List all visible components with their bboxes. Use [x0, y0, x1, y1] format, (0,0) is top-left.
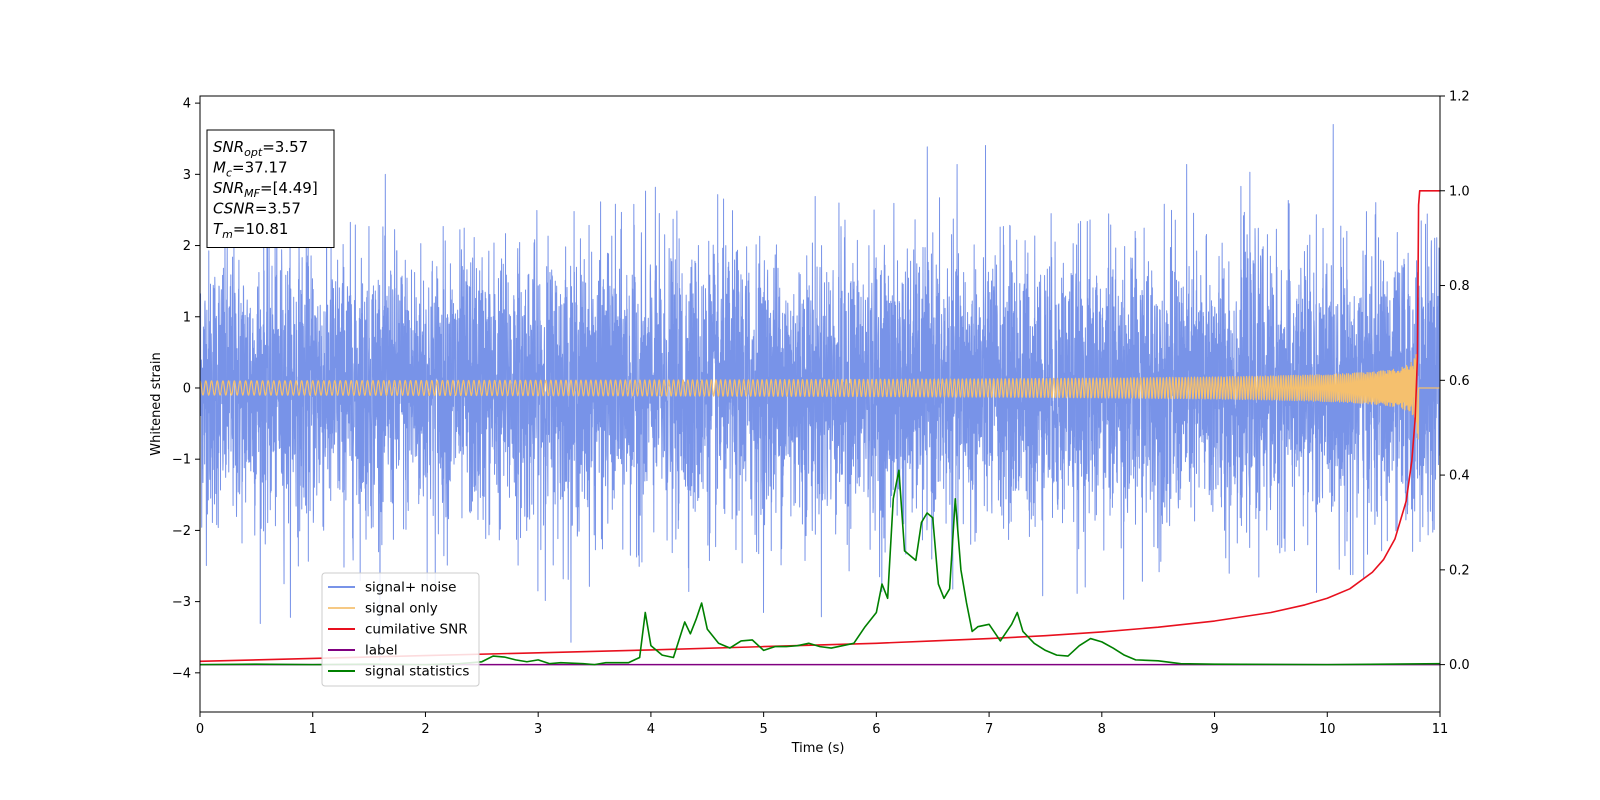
x-axis-ticks: 0 1 2 3 4 5 6 7 8 9 10 11 [196, 712, 1448, 737]
right-y-tick-label: 0.8 [1449, 279, 1470, 294]
left-y-tick-label: 1 [183, 310, 191, 325]
left-y-tick-label: −2 [172, 524, 191, 539]
annotation-line: CSNR=3.57 [213, 200, 301, 218]
left-y-tick-label: 2 [183, 239, 191, 254]
x-tick-label: 8 [1098, 722, 1106, 737]
left-y-tick-label: 0 [183, 381, 191, 396]
x-tick-label: 11 [1432, 722, 1449, 737]
x-tick-label: 6 [872, 722, 880, 737]
right-y-axis-ticks: 0.0 0.2 0.4 0.6 0.8 1.0 1.2 [1440, 90, 1470, 673]
legend-entry-label: signal+ noise [365, 580, 456, 596]
annotation-frame [206, 129, 335, 248]
x-tick-label: 3 [534, 722, 542, 737]
x-tick-label: 4 [647, 722, 655, 737]
left-y-tick-label: −1 [172, 453, 191, 468]
y-axis-label: Whitened strain [149, 352, 164, 455]
plot-frame [199, 95, 1441, 713]
right-y-tick-label: 1.2 [1449, 90, 1470, 105]
x-tick-label: 10 [1319, 722, 1336, 737]
right-y-tick-label: 1.0 [1449, 184, 1470, 199]
left-y-tick-label: −4 [172, 666, 191, 681]
annotation-line: Tm=10.81 [213, 220, 288, 241]
right-y-tick-label: 0.6 [1449, 374, 1470, 389]
x-tick-label: 2 [421, 722, 429, 737]
x-tick-label: 5 [759, 722, 767, 737]
x-tick-label: 0 [196, 722, 204, 737]
x-axis-label: Time (s) [791, 741, 845, 756]
right-y-tick-label: 0.0 [1449, 658, 1470, 673]
x-tick-label: 7 [985, 722, 993, 737]
x-tick-label: 1 [309, 722, 317, 737]
legend-entry-label: cumilative SNR [365, 622, 468, 638]
left-y-tick-label: 4 [183, 97, 191, 112]
annotation-line: SNRopt=3.57 [213, 138, 308, 159]
series-signal-only-line [200, 354, 1440, 440]
series-signal-statistics-line [200, 469, 1440, 666]
legend: signal+ noise signal only cumilative SNR la… [321, 572, 480, 687]
legend-entry-label: signal statistics [365, 664, 469, 680]
right-y-tick-label: 0.2 [1449, 563, 1470, 578]
series-signal-noise-line [200, 123, 1440, 661]
legend-entry-label: signal only [365, 601, 438, 617]
legend-entry-label: label [365, 643, 398, 659]
left-y-axis-ticks: −4 −3 −2 −1 0 1 2 3 4 [172, 97, 200, 681]
right-y-tick-label: 0.4 [1449, 469, 1470, 484]
annotation-line: SNRMF=[4.49] [213, 179, 318, 200]
legend-frame [321, 572, 480, 687]
left-y-tick-label: −3 [172, 595, 191, 610]
annotation-box: SNRopt=3.57Mc=37.17SNRMF=[4.49]CSNR=3.57… [206, 129, 335, 248]
annotation-line: Mc=37.17 [213, 159, 288, 180]
series-cumilative-snr-line [200, 189, 1440, 663]
x-tick-label: 9 [1210, 722, 1218, 737]
left-y-tick-label: 3 [183, 168, 191, 183]
